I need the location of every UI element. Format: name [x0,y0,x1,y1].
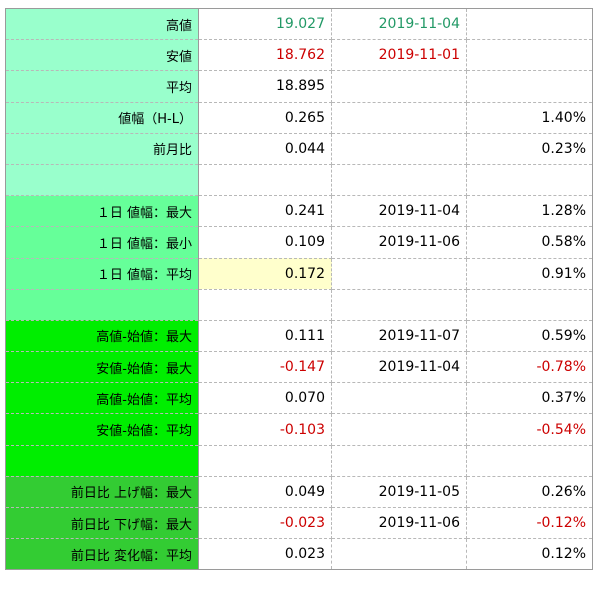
value-cell[interactable]: 0.265 [198,101,332,134]
percent-cell[interactable]: 0.12% [466,538,593,571]
percent-cell[interactable] [466,288,593,321]
row-label[interactable]: 平均 [5,70,199,103]
value-cell[interactable]: 0.111 [198,319,332,353]
table-row-spacer [5,163,593,197]
table-row-average: 平均 18.895 [5,70,593,103]
table-row-high: 高値 19.027 2019-11-04 [5,7,593,41]
table-row-day-down-max: 前日比 下げ幅：最大 -0.023 2019-11-06 -0.12% [5,506,593,540]
percent-cell[interactable] [466,39,593,72]
value-cell[interactable]: -0.147 [198,351,332,384]
value-cell[interactable] [198,288,332,321]
date-cell[interactable] [331,444,467,477]
row-label[interactable]: 前日比 変化幅：平均 [5,538,199,571]
value-cell[interactable] [198,163,332,197]
date-cell[interactable]: 2019-11-04 [331,351,467,384]
table-row-high-open-max: 高値-始値：最大 0.111 2019-11-07 0.59% [5,319,593,353]
row-label[interactable]: 安値-始値：最大 [5,351,199,384]
value-cell[interactable]: 0.241 [198,195,332,228]
percent-cell[interactable]: -0.54% [466,413,593,446]
row-label[interactable] [5,288,199,321]
date-cell[interactable] [331,257,467,290]
row-label[interactable]: 安値 [5,39,199,72]
value-cell[interactable]: 0.109 [198,226,332,259]
percent-cell[interactable] [466,444,593,477]
row-label[interactable]: 前日比 上げ幅：最大 [5,475,199,509]
date-cell[interactable]: 2019-11-07 [331,319,467,353]
date-cell[interactable] [331,288,467,321]
table-row-day-up-max: 前日比 上げ幅：最大 0.049 2019-11-05 0.26% [5,475,593,509]
table-row-daily-range-avg: １日 値幅：平均 0.172 0.91% [5,257,593,290]
percent-cell[interactable]: 0.58% [466,226,593,259]
row-label[interactable]: 高値-始値：平均 [5,382,199,415]
row-label[interactable]: 高値 [5,7,199,41]
percent-cell[interactable]: 0.26% [466,475,593,509]
value-cell[interactable]: -0.103 [198,413,332,446]
date-cell[interactable]: 2019-11-05 [331,475,467,509]
percent-cell[interactable]: -0.12% [466,506,593,540]
row-label[interactable]: １日 値幅：平均 [5,257,199,290]
date-cell[interactable] [331,70,467,103]
date-cell[interactable] [331,132,467,165]
percent-cell[interactable]: 1.40% [466,101,593,134]
percent-cell[interactable] [466,70,593,103]
date-cell[interactable] [331,413,467,446]
value-cell[interactable]: 0.044 [198,132,332,165]
table-row-high-open-avg: 高値-始値：平均 0.070 0.37% [5,382,593,415]
value-cell[interactable] [198,444,332,477]
row-label[interactable]: 高値-始値：最大 [5,319,199,353]
value-cell-selected[interactable]: 0.172 [198,257,332,290]
table-row-daily-range-min: １日 値幅：最小 0.109 2019-11-06 0.58% [5,226,593,259]
value-cell[interactable]: 19.027 [198,7,332,41]
date-cell[interactable]: 2019-11-04 [331,7,467,41]
table-row-spacer [5,444,593,477]
percent-cell[interactable] [466,7,593,41]
value-cell[interactable]: -0.023 [198,506,332,540]
row-label[interactable] [5,444,199,477]
table-row-day-change-avg: 前日比 変化幅：平均 0.023 0.12% [5,538,593,571]
table-row-low-open-avg: 安値-始値：平均 -0.103 -0.54% [5,413,593,446]
row-label[interactable]: １日 値幅：最大 [5,195,199,228]
row-label[interactable]: 値幅（H-L） [5,101,199,134]
date-cell[interactable]: 2019-11-06 [331,506,467,540]
date-cell[interactable]: 2019-11-06 [331,226,467,259]
row-label[interactable] [5,163,199,197]
value-cell[interactable]: 0.070 [198,382,332,415]
table-row-low: 安値 18.762 2019-11-01 [5,39,593,72]
row-label[interactable]: １日 値幅：最小 [5,226,199,259]
table-row-month-change: 前月比 0.044 0.23% [5,132,593,165]
statistics-sheet: 高値 19.027 2019-11-04 安値 18.762 2019-11-0… [5,7,593,588]
date-cell[interactable]: 2019-11-01 [331,39,467,72]
table-row-daily-range-max: １日 値幅：最大 0.241 2019-11-04 1.28% [5,195,593,228]
date-cell[interactable] [331,101,467,134]
row-label[interactable]: 前月比 [5,132,199,165]
value-cell[interactable]: 0.023 [198,538,332,571]
percent-cell[interactable]: 1.28% [466,195,593,228]
percent-cell[interactable]: 0.59% [466,319,593,353]
percent-cell[interactable]: 0.37% [466,382,593,415]
percent-cell[interactable]: -0.78% [466,351,593,384]
date-cell[interactable] [331,538,467,571]
row-label[interactable]: 安値-始値：平均 [5,413,199,446]
statistics-table: 高値 19.027 2019-11-04 安値 18.762 2019-11-0… [5,7,593,571]
date-cell[interactable] [331,382,467,415]
percent-cell[interactable]: 0.23% [466,132,593,165]
table-row-spacer [5,288,593,321]
date-cell[interactable] [331,163,467,197]
table-row-range: 値幅（H-L） 0.265 1.40% [5,101,593,134]
percent-cell[interactable]: 0.91% [466,257,593,290]
date-cell[interactable]: 2019-11-04 [331,195,467,228]
percent-cell[interactable] [466,163,593,197]
table-row-low-open-max: 安値-始値：最大 -0.147 2019-11-04 -0.78% [5,351,593,384]
value-cell[interactable]: 0.049 [198,475,332,509]
value-cell[interactable]: 18.895 [198,70,332,103]
row-label[interactable]: 前日比 下げ幅：最大 [5,506,199,540]
value-cell[interactable]: 18.762 [198,39,332,72]
